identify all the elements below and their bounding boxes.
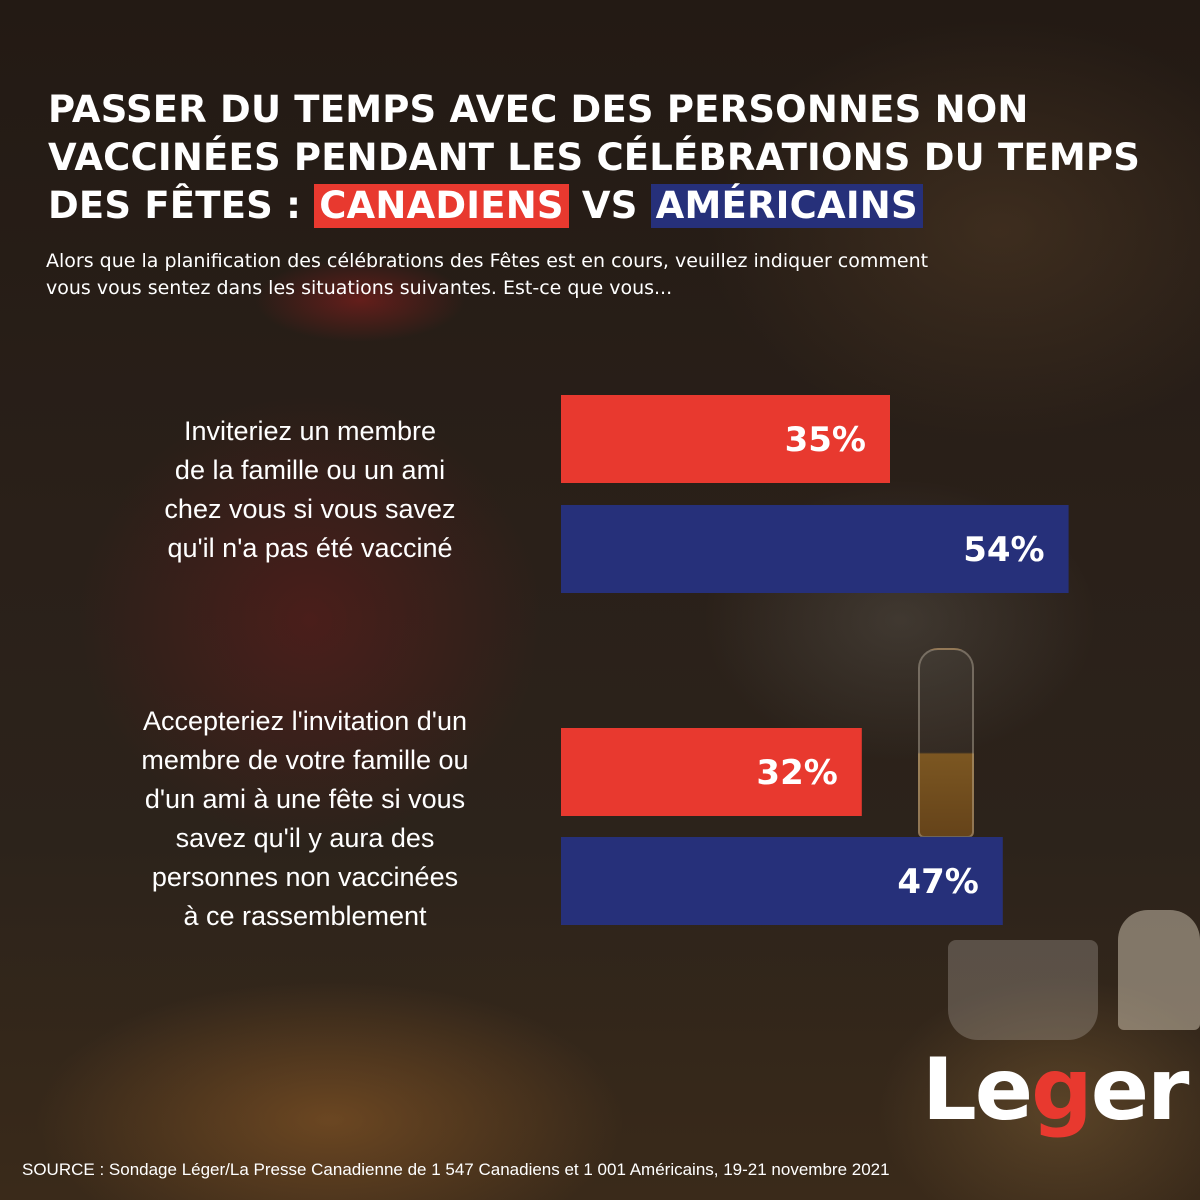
legend-canadiens: CANADIENS [314,184,569,228]
logo-accent: g [1031,1040,1093,1140]
question-2-line: Accepteriez l'invitation d'un [143,706,467,736]
subtitle-line-1: Alors que la planification des célébrati… [46,250,929,272]
candle-decoration [1118,910,1200,1030]
legend-americains: AMÉRICAINS [650,184,923,228]
bar-americains-q1 [561,505,1069,593]
question-2-line: personnes non vaccinées [151,862,459,892]
bar-americains-q2 [561,837,1003,925]
wine-glass-decoration [918,648,974,838]
question-1-line: Inviteriez un membre [183,416,437,446]
title-line-3: DES FÊTES : CANADIENS VS AMÉRICAINS [48,182,1168,230]
question-2-label: Accepteriez l'invitation d'un membre de … [60,702,550,936]
question-2-line: à ce rassemblement [183,901,427,931]
logo-suffix: er [1090,1040,1190,1140]
bar-value-label: 35% [785,420,866,460]
question-1-line: de la famille ou un ami [174,455,446,485]
question-1-line: chez vous si vous savez [164,494,456,524]
bar-canadiens-q2 [561,728,862,816]
page-title: PASSER DU TEMPS AVEC DES PERSONNES NON V… [48,86,1168,230]
subtitle: Alors que la planification des célébrati… [46,248,1146,302]
bar-value-label: 32% [756,753,837,793]
question-2-line: d'un ami à une fête si vous [144,784,466,814]
bar-canadiens-q1 [561,395,890,483]
title-line-2: VACCINÉES PENDANT LES CÉLÉBRATIONS DU TE… [48,136,1141,179]
title-vs: VS [581,184,638,227]
leger-logo: Leger [922,1040,1189,1150]
subtitle-line-2: vous vous sentez dans les situations sui… [46,277,673,299]
bar-value-label: 54% [963,530,1044,570]
mug-decoration [948,940,1098,1040]
source-note: SOURCE : Sondage Léger/La Presse Canadie… [22,1160,890,1179]
question-1-line: qu'il n'a pas été vacciné [167,533,453,563]
question-2-line: savez qu'il y aura des [175,823,435,853]
leger-logo-text: Leger [922,1040,1190,1140]
title-line-3-prefix: DES FÊTES : [48,184,302,227]
title-line-1: PASSER DU TEMPS AVEC DES PERSONNES NON [48,88,1029,131]
question-1-label: Inviteriez un membre de la famille ou un… [80,412,540,568]
logo-prefix: Le [922,1040,1033,1140]
question-2-line: membre de votre famille ou [141,745,469,775]
bar-value-label: 47% [897,862,978,902]
